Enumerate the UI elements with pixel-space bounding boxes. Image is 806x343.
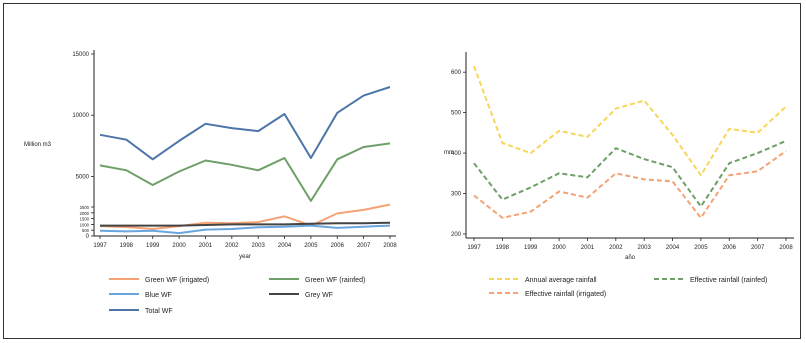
x-tick-label: 2003 [252,243,266,249]
legend-entry: Effective rainfall (rainfed) [690,277,767,284]
x-tick-label: 2000 [552,245,566,251]
y-tick-label: 0 [86,234,90,240]
series-line-effective-rainfall-irrigated- [473,150,787,219]
y-tick-label: 200 [451,232,462,238]
x-tick-label: 2008 [383,243,397,249]
y-tick-label: 10000 [72,113,89,119]
y-axis-label: mm [444,150,454,156]
y-tick-label: 1500 [80,217,90,222]
x-tick-label: 2006 [723,245,737,251]
legend: Green WF (irrigated) Green WF (rainfed) Bl… [109,277,365,315]
series-line-total-wf [99,86,391,161]
y-tick-label: 400 [451,151,462,157]
x-tick-label: 2001 [581,245,595,251]
legend-entry: Effective rainfall (irrigated) [525,291,606,298]
x-tick-label: 1998 [496,245,510,251]
x-tick-label: 2007 [751,245,765,251]
series-line-grey-wf [100,221,391,227]
x-tick-label: 2002 [609,245,623,251]
series-line-effective-rainfall-rainfed- [473,139,787,208]
x-tick-label: 1999 [524,245,538,251]
legend: Annual average rainfall Effective rainfal… [489,277,767,298]
series-line-green-wf-rainfed- [99,142,391,202]
y-tick-label: 5000 [76,174,90,180]
y-tick-label: 2000 [80,211,90,216]
series-line-annual-average-rainfall [473,65,787,177]
x-tick-label: 2005 [694,245,708,251]
legend-entry: Blue WF [145,292,172,299]
x-tick-label: 2006 [331,243,345,249]
x-tick-label: 2000 [172,243,186,249]
x-axis-label: año [625,255,636,261]
legend-entry: Total WF [145,308,173,315]
x-axis-label: year [239,254,251,260]
legend-entry: Grey WF [305,292,333,299]
y-tick-label: 15000 [72,52,89,58]
y-tick-label: 600 [451,70,462,76]
x-tick-label: 2002 [225,243,239,249]
y-tick-label: 500 [451,111,462,117]
y-tick-label: 2500 [80,205,90,210]
y-axis-label: Million m3 [24,142,52,148]
x-tick-label: 1997 [93,243,107,249]
series-line-green-wf-irrigated- [99,203,391,230]
series-line-blue-wf [99,224,391,235]
x-tick-label: 1999 [146,243,160,249]
y-tick-label: 500 [82,228,90,233]
x-tick-label: 2007 [357,243,371,249]
x-tick-label: 2001 [199,243,213,249]
legend-entry: Annual average rainfall [525,277,597,284]
chart-2: 200 300 400 500 600 1997 1998 1999 2000 2001 2002 2… [444,52,794,298]
x-tick-label: 1998 [120,243,134,249]
x-tick-label: 2004 [278,243,292,249]
x-tick-label: 2003 [638,245,652,251]
legend-entry: Green WF (irrigated) [145,277,209,284]
x-tick-label: 2005 [304,243,318,249]
x-tick-label: 2004 [666,245,680,251]
y-tick-label: 1000 [80,222,90,227]
figure-frame: 0 500 1000 1500 2000 2500 5000 10000 15000 1997 19… [3,3,801,339]
x-tick-label: 1997 [467,245,481,251]
x-tick-label: 2008 [779,245,793,251]
y-tick-label: 300 [451,192,462,198]
legend-entry: Green WF (rainfed) [305,277,365,284]
